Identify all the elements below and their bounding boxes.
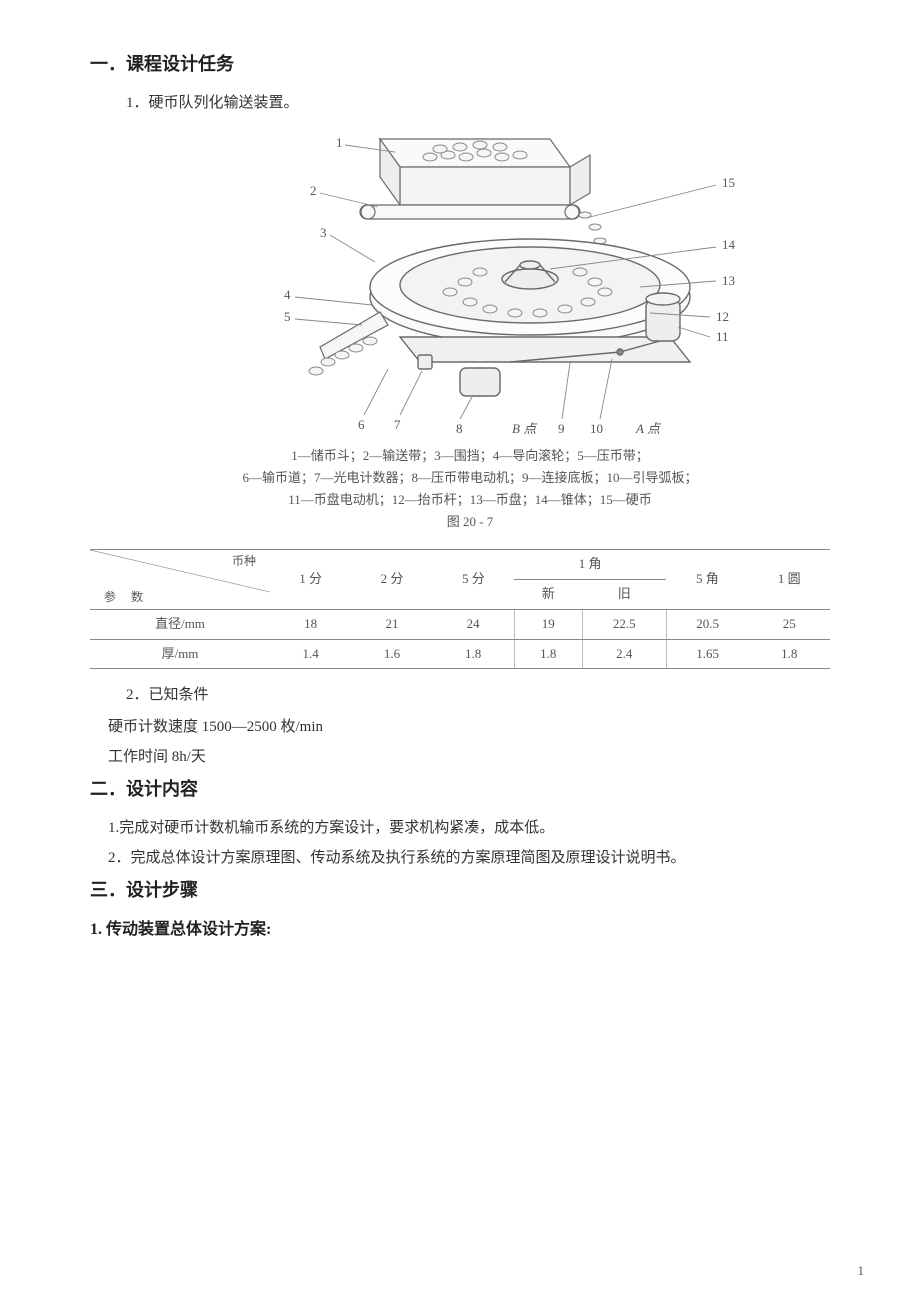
col-1yuan: 1 圆 (749, 550, 830, 610)
fig-label-b: B 点 (512, 421, 538, 436)
cell: 1.8 (514, 639, 582, 669)
page-number: 1 (858, 1261, 865, 1282)
cell: 1.65 (666, 639, 748, 669)
figure-svg: 1 2 3 4 5 6 7 8 B 点 9 10 A 点 11 12 13 14… (150, 127, 790, 437)
cell: 2.4 (582, 639, 666, 669)
fig-label-10: 10 (590, 421, 603, 436)
table-header-row-1: 币种 参 数 1 分 2 分 5 分 1 角 5 角 1 圆 (90, 550, 830, 580)
row-label: 直径/mm (90, 609, 270, 639)
header-top-label: 币种 (232, 552, 256, 571)
caption-line-2: 6—输币道；7—光电计数器；8—压币带电动机；9—连接底板；10—引导弧板； (150, 467, 790, 489)
cell: 25 (749, 609, 830, 639)
section-3-heading: 三．设计步骤 (90, 876, 830, 905)
table-row: 厚/mm 1.4 1.6 1.8 1.8 2.4 1.65 1.8 (90, 639, 830, 669)
cell: 1.8 (433, 639, 514, 669)
coin-spec-table: 币种 参 数 1 分 2 分 5 分 1 角 5 角 1 圆 新 旧 直径/mm… (90, 549, 830, 669)
col-1fen: 1 分 (270, 550, 351, 610)
known-cond-2: 工作时间 8h/天 (90, 745, 830, 769)
cell: 18 (270, 609, 351, 639)
cell: 19 (514, 609, 582, 639)
col-5jiao: 5 角 (666, 550, 748, 610)
section-1-heading: 一．课程设计任务 (90, 50, 830, 79)
section-2-item-2: 2．完成总体设计方案原理图、传动系统及执行系统的方案原理简图及原理设计说明书。 (90, 846, 830, 870)
cell: 1.6 (351, 639, 432, 669)
fig-label-11: 11 (716, 329, 729, 344)
section-1-item-1: 1．硬币队列化输送装置。 (90, 91, 830, 115)
fig-label-8: 8 (456, 421, 463, 436)
cell: 20.5 (666, 609, 748, 639)
cell: 1.8 (749, 639, 830, 669)
cell: 22.5 (582, 609, 666, 639)
figure-caption: 1—储币斗；2—输送带；3—围挡；4—导向滚轮；5—压币带； 6—输币道；7—光… (150, 445, 790, 533)
param-header-cell: 币种 参 数 (90, 550, 270, 610)
fig-label-a: A 点 (635, 421, 662, 436)
col-1jiao-old: 旧 (582, 579, 666, 609)
fig-label-2: 2 (310, 183, 317, 198)
figure-block: 1 2 3 4 5 6 7 8 B 点 9 10 A 点 11 12 13 14… (150, 127, 790, 533)
cell: 1.4 (270, 639, 351, 669)
col-1jiao-new: 新 (514, 579, 582, 609)
fig-label-3: 3 (320, 225, 327, 240)
fig-label-1: 1 (336, 135, 343, 150)
caption-line-4: 图 20 - 7 (150, 511, 790, 533)
fig-label-5: 5 (284, 309, 291, 324)
fig-label-7: 7 (394, 417, 401, 432)
fig-label-14: 14 (722, 237, 736, 252)
caption-line-3: 11—币盘电动机；12—抬币杆；13—币盘；14—锥体；15—硬币 (150, 489, 790, 511)
known-cond-1: 硬币计数速度 1500—2500 枚/min (90, 715, 830, 739)
col-1jiao: 1 角 (514, 550, 666, 580)
section-3-sub-1: 1. 传动装置总体设计方案: (90, 917, 830, 943)
fig-label-12: 12 (716, 309, 729, 324)
section-2-item-1: 1.完成对硬币计数机输币系统的方案设计，要求机构紧凑，成本低。 (90, 816, 830, 840)
cell: 21 (351, 609, 432, 639)
header-bottom-label: 参 数 (104, 588, 149, 607)
table-row: 直径/mm 18 21 24 19 22.5 20.5 25 (90, 609, 830, 639)
fig-label-13: 13 (722, 273, 735, 288)
fig-label-6: 6 (358, 417, 365, 432)
col-5fen: 5 分 (433, 550, 514, 610)
row-label: 厚/mm (90, 639, 270, 669)
col-2fen: 2 分 (351, 550, 432, 610)
cell: 24 (433, 609, 514, 639)
fig-label-9: 9 (558, 421, 565, 436)
caption-line-1: 1—储币斗；2—输送带；3—围挡；4—导向滚轮；5—压币带； (150, 445, 790, 467)
section-2-heading: 二．设计内容 (90, 775, 830, 804)
section-1-item-2: 2．已知条件 (90, 683, 830, 707)
fig-label-15: 15 (722, 175, 735, 190)
fig-label-4: 4 (284, 287, 291, 302)
